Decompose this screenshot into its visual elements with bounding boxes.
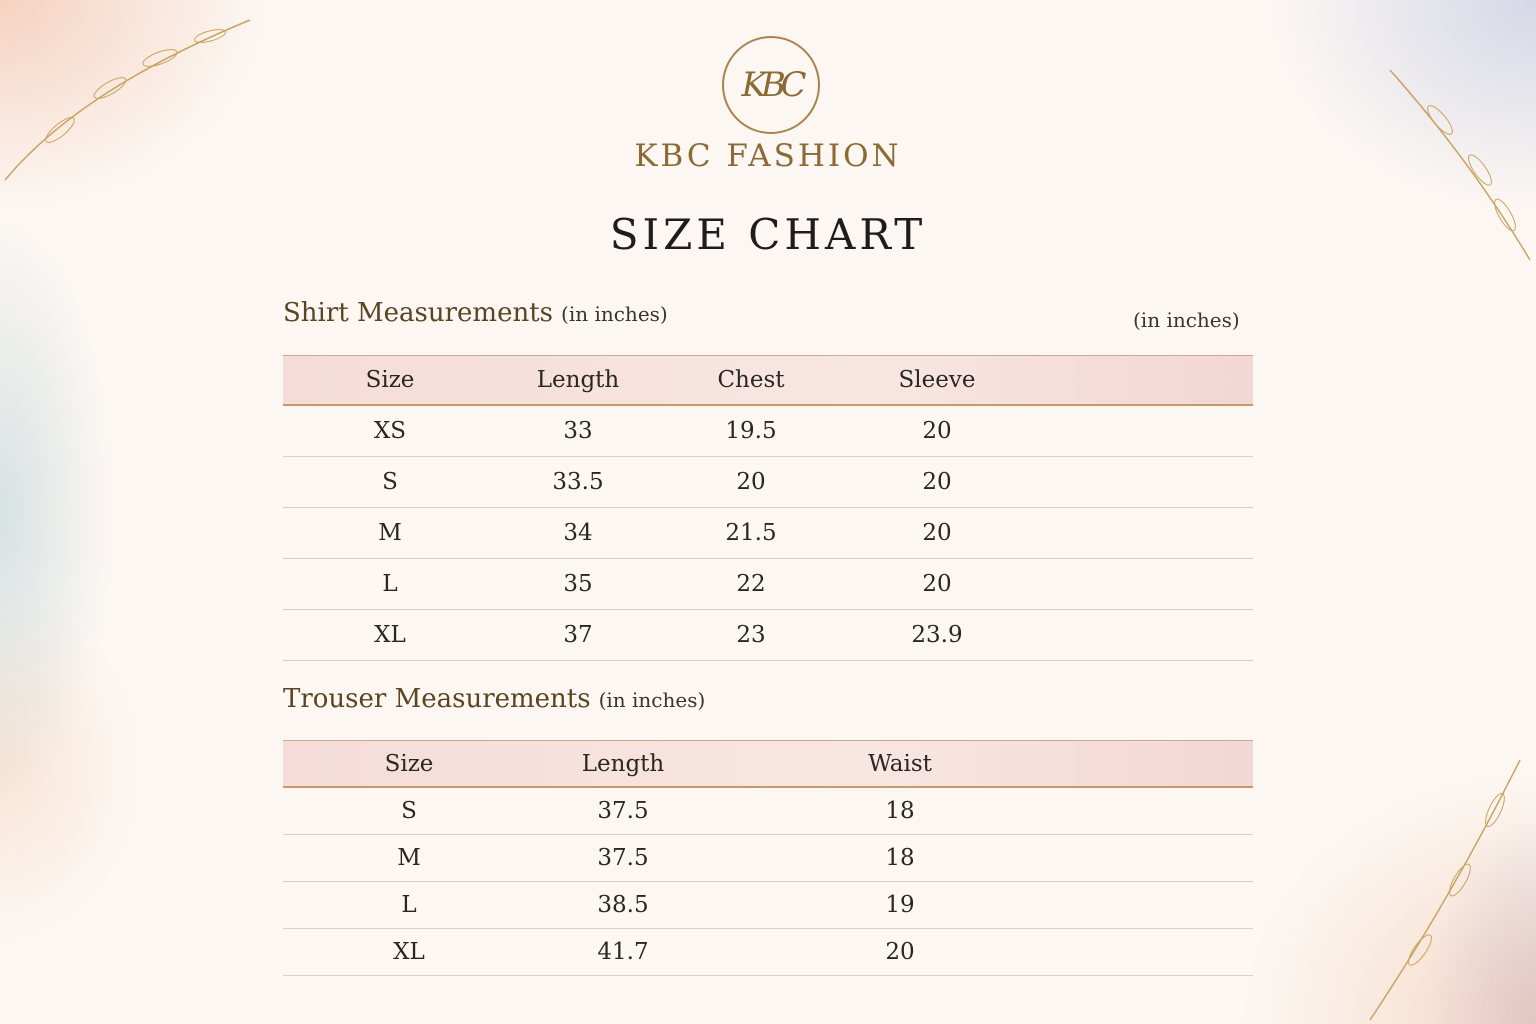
column-header: Length bbox=[536, 367, 620, 393]
table-cell: 20 bbox=[922, 418, 952, 444]
table-cell: S bbox=[401, 798, 417, 824]
table-row: XS 33 19.5 20 bbox=[283, 406, 1253, 457]
brand-logo: KBC bbox=[722, 36, 820, 134]
unit-label-right: (in inches) bbox=[1133, 308, 1240, 332]
trouser-unit-label: (in inches) bbox=[598, 688, 706, 712]
trouser-size-table: Size Length Waist S 37.5 18 M 37.5 18 L 38.5 19 XL 41… bbox=[283, 740, 1253, 976]
table-cell: 33 bbox=[563, 418, 593, 444]
table-cell: 20 bbox=[922, 571, 952, 597]
gold-leaf-branch-icon bbox=[1389, 69, 1531, 261]
table-row: XL 41.7 20 bbox=[283, 929, 1253, 976]
table-cell: L bbox=[382, 571, 398, 597]
table-cell: 37.5 bbox=[597, 798, 649, 824]
table-cell: 20 bbox=[922, 469, 952, 495]
table-cell: 37 bbox=[563, 622, 593, 648]
table-header: Size Length Waist bbox=[283, 740, 1253, 788]
table-header: Size Length Chest Sleeve bbox=[283, 355, 1253, 406]
table-cell: 22 bbox=[736, 571, 766, 597]
table-cell: XL bbox=[393, 939, 425, 965]
table-row: M 37.5 18 bbox=[283, 835, 1253, 882]
column-header: Sleeve bbox=[898, 367, 976, 393]
table-cell: 19 bbox=[885, 892, 915, 918]
table-row: S 33.5 20 20 bbox=[283, 457, 1253, 508]
page-title: SIZE CHART bbox=[609, 210, 927, 259]
brand-name: KBC FASHION bbox=[634, 138, 902, 174]
table-cell: 33.5 bbox=[552, 469, 604, 495]
table-cell: L bbox=[401, 892, 417, 918]
table-cell: M bbox=[378, 520, 402, 546]
table-cell: 23 bbox=[736, 622, 766, 648]
shirt-section-heading: Shirt Measurements (in inches) bbox=[283, 298, 668, 328]
table-cell: 20 bbox=[922, 520, 952, 546]
table-cell: XS bbox=[373, 418, 407, 444]
table-row: M 34 21.5 20 bbox=[283, 508, 1253, 559]
trouser-section-heading: Trouser Measurements (in inches) bbox=[283, 684, 706, 714]
table-cell: M bbox=[397, 845, 421, 871]
shirt-unit-label: (in inches) bbox=[561, 302, 668, 326]
table-cell: 38.5 bbox=[597, 892, 649, 918]
shirt-size-table: Size Length Chest Sleeve XS 33 19.5 20 S 33.5 20 20… bbox=[283, 355, 1253, 661]
table-cell: 23.9 bbox=[911, 622, 963, 648]
table-cell: 34 bbox=[563, 520, 593, 546]
table-cell: 21.5 bbox=[725, 520, 777, 546]
table-cell: 18 bbox=[885, 845, 915, 871]
table-row: L 38.5 19 bbox=[283, 882, 1253, 929]
column-header: Size bbox=[365, 367, 415, 393]
table-cell: S bbox=[382, 469, 398, 495]
gold-leaf-branch-icon bbox=[4, 19, 251, 181]
table-cell: 20 bbox=[885, 939, 915, 965]
column-header: Length bbox=[581, 750, 665, 777]
gold-leaf-branch-icon bbox=[1369, 759, 1521, 1021]
column-header: Waist bbox=[868, 750, 932, 777]
table-cell: 20 bbox=[736, 469, 766, 495]
table-cell: 18 bbox=[885, 798, 915, 824]
table-cell: 41.7 bbox=[597, 939, 649, 965]
table-cell: 19.5 bbox=[725, 418, 777, 444]
table-row: S 37.5 18 bbox=[283, 788, 1253, 835]
table-row: L 35 22 20 bbox=[283, 559, 1253, 610]
column-header: Size bbox=[384, 750, 434, 777]
column-header: Chest bbox=[717, 367, 785, 393]
table-cell: XL bbox=[374, 622, 406, 648]
table-row: XL 37 23 23.9 bbox=[283, 610, 1253, 661]
table-cell: 35 bbox=[563, 571, 593, 597]
table-cell: 37.5 bbox=[597, 845, 649, 871]
